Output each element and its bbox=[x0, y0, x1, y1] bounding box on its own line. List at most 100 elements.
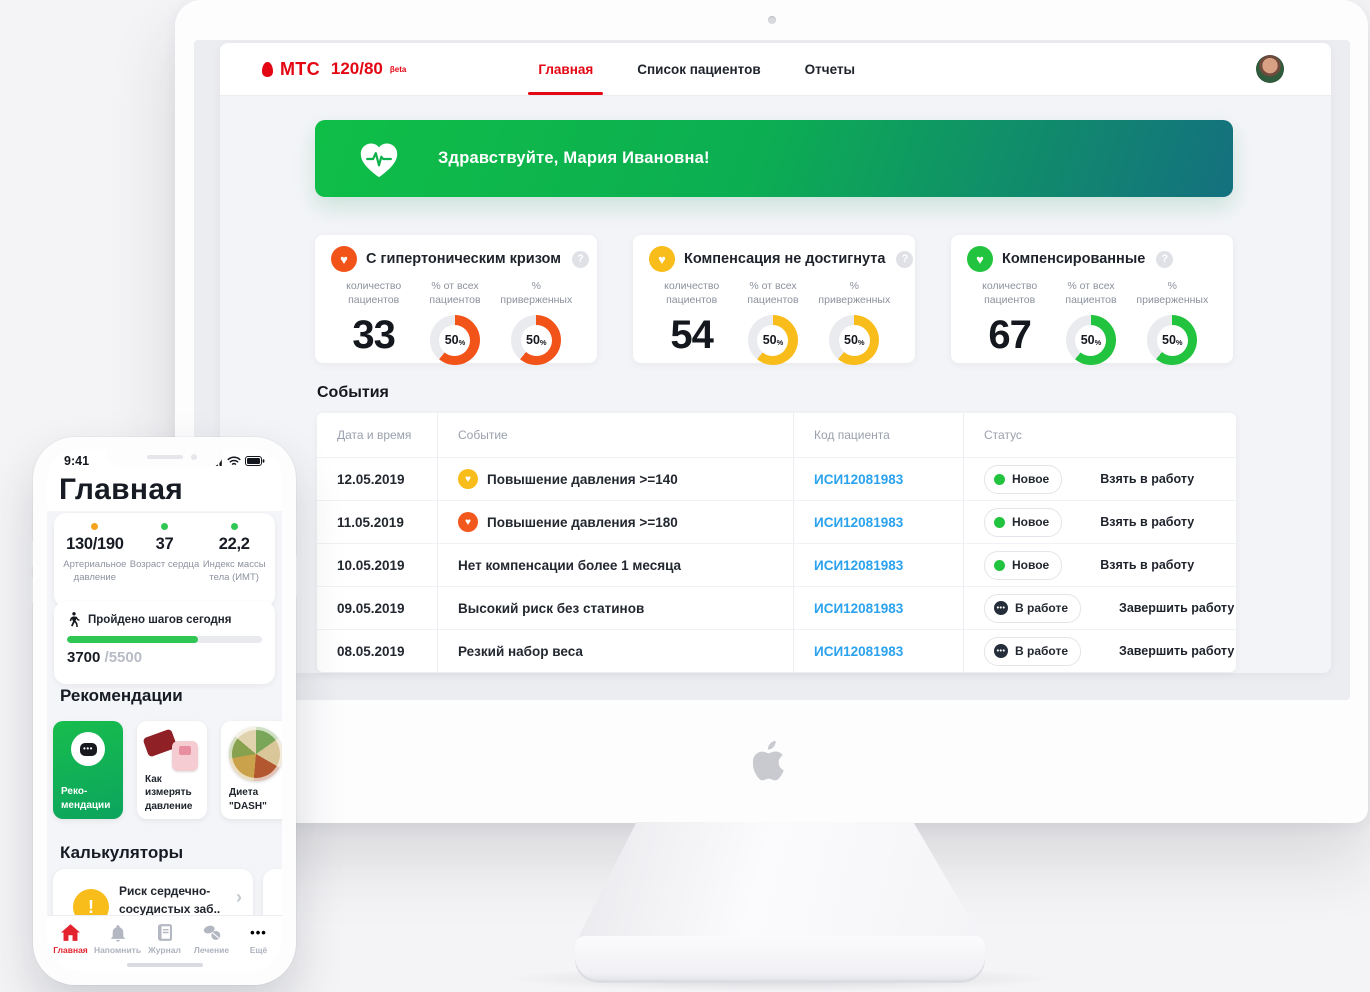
patient-code-link[interactable]: ИСИ12081983 bbox=[793, 456, 963, 501]
tab-remind[interactable]: Напомнить bbox=[94, 923, 141, 955]
donut-value: 50 bbox=[444, 333, 459, 347]
patient-code-link[interactable]: ИСИ12081983 bbox=[793, 499, 963, 544]
bell-icon bbox=[110, 923, 126, 942]
status-badge[interactable]: Новое bbox=[984, 550, 1063, 580]
front-camera-dot bbox=[190, 454, 197, 460]
steps-label: Пройдено шагов сегодня bbox=[88, 613, 232, 626]
stat-card-not-compensated[interactable]: ♥ Компенсация не достигнута ? количество… bbox=[633, 235, 915, 365]
help-icon[interactable]: ? bbox=[571, 250, 589, 268]
take-to-work-link[interactable]: Взять в работу bbox=[1100, 558, 1195, 572]
card-label: Реко-мендации bbox=[61, 786, 111, 811]
status-dot-green bbox=[230, 523, 238, 530]
donut-chart: 50% bbox=[429, 315, 480, 365]
donut-unit: % bbox=[1175, 337, 1183, 347]
event-cell: Нет компенсации более 1 месяца bbox=[437, 542, 793, 587]
home-indicator[interactable] bbox=[126, 963, 203, 967]
status-badge[interactable]: Новое bbox=[984, 507, 1063, 537]
chat-bubble-icon: ••• bbox=[71, 732, 105, 766]
stat-label: % приверженных bbox=[818, 280, 891, 307]
tab-label: Лечение bbox=[193, 945, 230, 955]
user-avatar[interactable] bbox=[1256, 55, 1284, 83]
how-to-measure-card[interactable]: Как измерять давление bbox=[137, 721, 207, 819]
donut-unit: % bbox=[776, 337, 784, 347]
donut-value: 50 bbox=[1162, 333, 1176, 347]
monitor-screen: МТС 120/80 βeta Главная Список пациентов… bbox=[194, 40, 1350, 700]
card-title: С гипертоническим кризом bbox=[366, 251, 561, 267]
col-header-code: Код пациента bbox=[793, 413, 963, 457]
status-cell: Новое Взять в работу bbox=[963, 456, 1236, 501]
dash-diet-card[interactable]: Диета "DASH" bbox=[221, 721, 282, 819]
steps-progress-track bbox=[67, 636, 262, 643]
recommendations-card[interactable]: ••• Реко-мендации bbox=[53, 721, 123, 819]
recommendations-row: ••• Реко-мендации Как измерять давление … bbox=[53, 721, 282, 819]
tab-patient-list[interactable]: Список пациентов bbox=[637, 61, 761, 77]
status-cell: Новое Взять в работу bbox=[963, 542, 1236, 587]
patient-code-link[interactable]: ИСИ12081983 bbox=[793, 585, 963, 630]
finish-work-link[interactable]: Завершить работу bbox=[1119, 644, 1235, 658]
event-date: 08.05.2019 bbox=[317, 628, 437, 673]
stat-heart-age[interactable]: 37 Возраст сердца bbox=[130, 523, 200, 607]
patient-code-link[interactable]: ИСИ12081983 bbox=[793, 628, 963, 672]
stat-card-compensated[interactable]: ♥ Компенсированные ? количество пациенто… bbox=[951, 235, 1233, 365]
tab-label: Ещё bbox=[249, 945, 268, 955]
iphone-mockup: 9:41 Главная 130/190 bbox=[30, 437, 299, 985]
chevron-right-icon: › bbox=[236, 887, 242, 907]
battery-icon bbox=[245, 456, 265, 466]
phone-page-title: Главная bbox=[59, 473, 184, 506]
patients-count-value: 54 bbox=[670, 313, 713, 357]
finish-work-link[interactable]: Завершить работу bbox=[1119, 601, 1235, 615]
donut-value: 50 bbox=[526, 333, 540, 347]
brand-product: 120/80 bbox=[330, 59, 383, 78]
status-label: В работе bbox=[1015, 601, 1068, 615]
event-text: Высокий риск без статинов bbox=[458, 600, 645, 616]
help-icon[interactable]: ? bbox=[1156, 250, 1174, 268]
stat-value: 130/190 bbox=[66, 535, 124, 553]
tab-more[interactable]: ••• Ещё bbox=[237, 923, 281, 956]
col-header-date: Дата и время bbox=[337, 428, 412, 442]
status-badge[interactable]: ••• В работе bbox=[984, 593, 1081, 623]
tab-home[interactable]: Главная bbox=[49, 923, 93, 955]
event-text: Резкий набор веса bbox=[458, 643, 583, 659]
wifi-icon bbox=[227, 456, 241, 465]
help-icon[interactable]: ? bbox=[896, 250, 914, 268]
stat-label: количество пациентов bbox=[664, 280, 720, 307]
home-icon bbox=[61, 923, 80, 942]
steps-goal: /5500 bbox=[104, 649, 143, 666]
heart-badge-icon: ♥ bbox=[967, 246, 993, 272]
events-section-title: События bbox=[317, 384, 389, 401]
table-row: 08.05.2019 Резкий набор веса ИСИ12081983… bbox=[317, 628, 1236, 673]
status-dot-green bbox=[161, 523, 168, 530]
tab-main[interactable]: Главная bbox=[528, 61, 604, 95]
event-cell: ♥ Повышение давления >=140 bbox=[437, 456, 793, 501]
journal-icon bbox=[157, 923, 172, 942]
card-title: Компенсация не достигнута bbox=[684, 251, 886, 267]
stat-blood-pressure[interactable]: 130/190 Артериальное давление bbox=[60, 523, 130, 607]
status-badge[interactable]: ••• В работе bbox=[984, 636, 1081, 666]
imac-monitor: МТС 120/80 βeta Главная Список пациентов… bbox=[175, 0, 1368, 823]
heart-yellow-icon: ♥ bbox=[458, 469, 478, 489]
tab-treatment[interactable]: Лечение bbox=[190, 923, 234, 955]
event-cell: Резкий набор веса bbox=[437, 628, 793, 672]
phone-notch bbox=[106, 449, 223, 467]
walking-person-icon bbox=[69, 612, 80, 627]
steps-card: Пройдено шагов сегодня 3700 /5500 bbox=[54, 601, 275, 684]
take-to-work-link[interactable]: Взять в работу bbox=[1100, 472, 1195, 486]
patient-code-link[interactable]: ИСИ12081983 bbox=[793, 542, 963, 587]
stat-bmi[interactable]: 22,2 Индекс массы тела (ИМТ) bbox=[199, 523, 269, 607]
donut-unit: % bbox=[1094, 337, 1102, 347]
status-badge[interactable]: Новое bbox=[984, 464, 1063, 494]
event-text: Повышение давления >=140 bbox=[487, 471, 678, 487]
event-text: Нет компенсации более 1 месяца bbox=[458, 557, 682, 573]
card-body: количество пациентов 67 % от всех пациен… bbox=[951, 272, 1233, 365]
take-to-work-link[interactable]: Взять в работу bbox=[1100, 515, 1195, 529]
status-cell: ••• В работе Завершить работу bbox=[963, 628, 1236, 672]
status-cell: Новое Взять в работу bbox=[963, 499, 1236, 544]
stat-value: 37 bbox=[155, 535, 174, 553]
tab-label: Главная bbox=[53, 945, 88, 955]
donut-unit: % bbox=[458, 337, 466, 347]
table-row: 11.05.2019 ♥ Повышение давления >=180 ИС… bbox=[317, 499, 1236, 544]
tab-reports[interactable]: Отчеты bbox=[804, 61, 856, 77]
imac-stand-neck bbox=[575, 822, 985, 944]
tab-journal[interactable]: Журнал bbox=[143, 923, 187, 955]
stat-card-hypertensive-crisis[interactable]: ♥ С гипертоническим кризом ? количество … bbox=[315, 235, 597, 365]
